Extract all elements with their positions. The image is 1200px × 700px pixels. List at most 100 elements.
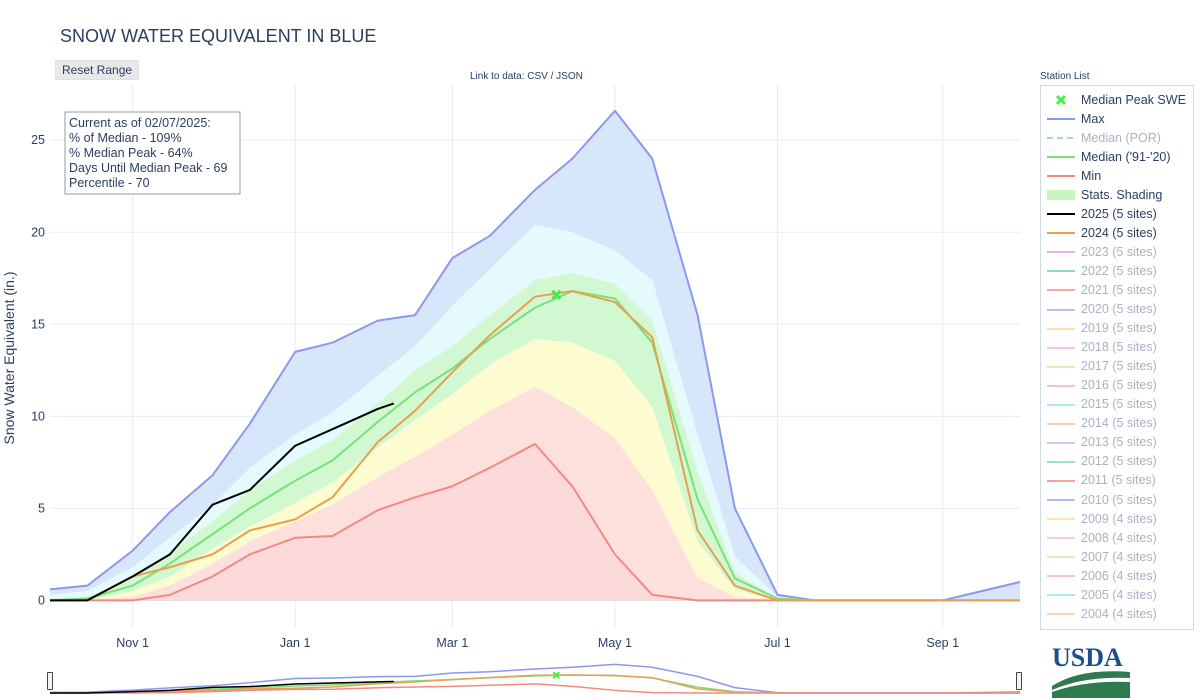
legend-symbol (1047, 251, 1075, 254)
legend-item[interactable]: Min (1041, 166, 1193, 185)
legend-label: 2008 (4 sites) (1081, 530, 1157, 545)
legend-item[interactable]: Median Peak SWE (1041, 90, 1193, 109)
legend-symbol (1047, 137, 1075, 140)
legend-item[interactable]: Median ('91-'20) (1041, 147, 1193, 166)
legend-symbol (1055, 94, 1067, 106)
legend-item[interactable]: 2013 (5 sites) (1041, 433, 1193, 452)
legend-label: 2007 (4 sites) (1081, 549, 1157, 564)
legend-item[interactable]: 2019 (5 sites) (1041, 319, 1193, 338)
legend-symbol (1047, 441, 1075, 444)
current-status-box: Current as of 02/07/2025: % of Median - … (64, 111, 241, 195)
status-days-until-peak: Days Until Median Peak - 69 (69, 161, 227, 175)
csv-link[interactable]: CSV (527, 71, 548, 82)
band-p70-p30 (50, 272, 1020, 601)
legend-item[interactable]: 2014 (5 sites) (1041, 414, 1193, 433)
band-p90-p70 (50, 224, 1020, 601)
median-peak-marker (551, 289, 562, 300)
x-tick-label: Jan 1 (280, 636, 311, 650)
legend-symbol (1047, 613, 1075, 616)
legend-item[interactable]: 2022 (5 sites) (1041, 261, 1193, 280)
legend-item[interactable]: 2007 (4 sites) (1041, 547, 1193, 566)
legend-item[interactable]: 2023 (5 sites) (1041, 242, 1193, 261)
legend-label: 2005 (4 sites) (1081, 587, 1157, 602)
navigator-2025-line (50, 680, 394, 694)
legend-item[interactable]: Median (POR) (1041, 128, 1193, 147)
legend-symbol (1047, 518, 1075, 521)
y-tick-label: 15 (31, 317, 45, 331)
x-tick-label: Jul 1 (764, 636, 790, 650)
legend-symbol (1047, 537, 1075, 540)
series-median-line (49, 290, 1020, 602)
legend-item[interactable]: 2011 (5 sites) (1041, 471, 1193, 490)
legend-item[interactable]: 2008 (4 sites) (1041, 528, 1193, 547)
navigator-peak-marker (552, 671, 561, 679)
legend-label: 2010 (5 sites) (1081, 492, 1157, 507)
y-tick-label: 5 (38, 501, 45, 515)
legend-item[interactable]: 2016 (5 sites) (1041, 376, 1193, 395)
legend-label: 2015 (5 sites) (1081, 397, 1157, 412)
legend-label: 2013 (5 sites) (1081, 435, 1157, 450)
x-axis-ticks: Nov 1 Jan 1 Mar 1 May 1 Jul 1 Sep 1 (116, 636, 959, 650)
json-link[interactable]: JSON (556, 71, 583, 82)
legend-symbol (1047, 403, 1075, 406)
legend-item[interactable]: 2015 (5 sites) (1041, 395, 1193, 414)
legend-symbol (1047, 556, 1075, 559)
legend-symbol (1047, 479, 1075, 482)
x-tick-label: Mar 1 (436, 636, 468, 650)
y-axis-label: Snow Water Equivalent (in.) (1, 272, 17, 445)
data-link: Link to data: CSV / JSON (470, 71, 583, 82)
y-tick-label: 10 (31, 409, 45, 423)
legend-item[interactable]: 2005 (4 sites) (1041, 585, 1193, 604)
legend-item[interactable]: 2012 (5 sites) (1041, 452, 1193, 471)
legend-symbol (1047, 213, 1075, 216)
legend-item[interactable]: 2006 (4 sites) (1041, 566, 1193, 585)
legend-label: 2014 (5 sites) (1081, 416, 1157, 431)
legend-item[interactable]: 2018 (5 sites) (1041, 338, 1193, 357)
legend-label: 2022 (5 sites) (1081, 263, 1157, 278)
legend-item[interactable]: Stats. Shading (1041, 185, 1193, 204)
range-navigator[interactable] (49, 663, 1021, 694)
y-axis-ticks: 0 5 10 15 20 25 (31, 133, 45, 607)
legend-item[interactable]: 2009 (4 sites) (1041, 509, 1193, 528)
legend-item[interactable]: Max (1041, 109, 1193, 128)
data-link-separator: / (547, 71, 557, 82)
range-handle-right[interactable] (1016, 672, 1022, 690)
legend-symbol (1047, 118, 1075, 121)
status-percentile: Percentile - 70 (69, 176, 150, 190)
series-lines (49, 109, 1021, 602)
legend-item[interactable]: 2021 (5 sites) (1041, 280, 1193, 299)
legend-x-marker (1055, 94, 1067, 106)
legend-item[interactable]: 2025 (5 sites) (1041, 204, 1193, 223)
station-list-link[interactable]: Station List (1040, 71, 1090, 82)
navigator-min-line (50, 683, 1020, 694)
reset-range-button[interactable]: Reset Range (55, 60, 140, 80)
data-link-prefix: Link to data: (470, 71, 528, 82)
legend-item[interactable]: 2010 (5 sites) (1041, 490, 1193, 509)
legend-symbol (1047, 327, 1075, 330)
legend-label: 2017 (5 sites) (1081, 359, 1157, 374)
legend-item[interactable]: 2020 (5 sites) (1041, 300, 1193, 319)
legend-item[interactable]: 2017 (5 sites) (1041, 357, 1193, 376)
band-max-p90 (50, 110, 1020, 601)
status-date: Current as of 02/07/2025: (69, 116, 211, 130)
usda-logo: USDA (1052, 643, 1130, 698)
legend-symbol (1047, 190, 1075, 201)
legend-label: 2009 (4 sites) (1081, 511, 1157, 526)
legend-symbol (1047, 365, 1075, 368)
legend-band (1047, 190, 1075, 201)
usda-logo-text: USDA (1052, 643, 1123, 672)
legend-label: Max (1081, 111, 1105, 126)
legend-item[interactable]: 2024 (5 sites) (1041, 223, 1193, 242)
legend-symbol (1047, 499, 1075, 501)
legend-label: 2018 (5 sites) (1081, 340, 1157, 355)
x-tick-label: May 1 (598, 636, 632, 650)
legend-label: 2011 (5 sites) (1081, 473, 1156, 488)
legend-label: Stats. Shading (1081, 187, 1163, 202)
range-handle-left[interactable] (47, 672, 53, 690)
legend-label: 2012 (5 sites) (1081, 454, 1157, 469)
legend-item[interactable]: 2004 (4 sites) (1041, 604, 1193, 623)
legend-label: 2020 (5 sites) (1081, 302, 1157, 317)
legend-label: Median (POR) (1081, 130, 1161, 145)
median-peak-x (551, 289, 562, 300)
